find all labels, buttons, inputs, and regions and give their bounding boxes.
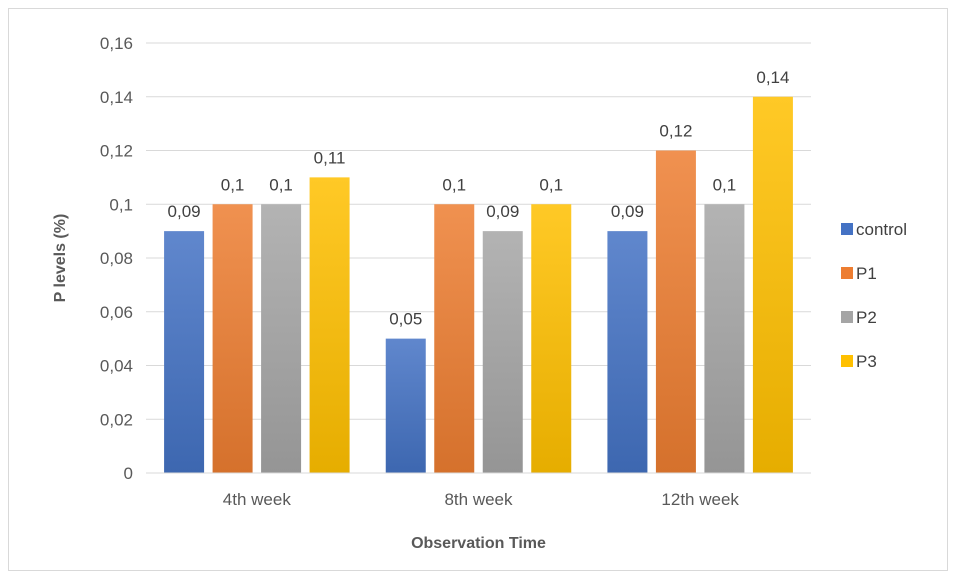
bar-p1 bbox=[655, 150, 696, 473]
data-label: 0,09 bbox=[611, 202, 644, 221]
legend-label: control bbox=[856, 220, 907, 239]
bar-control bbox=[385, 338, 426, 473]
data-label: 0,1 bbox=[442, 175, 466, 194]
bar-p3 bbox=[309, 177, 350, 473]
bar-control bbox=[164, 231, 205, 473]
y-tick-label: 0,06 bbox=[100, 303, 133, 322]
legend-swatch bbox=[841, 223, 853, 235]
bar-control bbox=[607, 231, 648, 473]
bar-p1 bbox=[434, 204, 475, 473]
legend-label: P1 bbox=[856, 264, 877, 283]
legend: control P1 P2 P3 bbox=[841, 220, 907, 371]
data-label: 0,11 bbox=[314, 148, 346, 167]
x-tick-label: 12th week bbox=[661, 490, 739, 509]
legend-item-p2: P2 bbox=[841, 308, 877, 327]
y-tick-label: 0,16 bbox=[100, 34, 133, 53]
legend-swatch bbox=[841, 355, 853, 367]
data-label: 0,1 bbox=[269, 175, 293, 194]
chart-frame: 0,09 0,1 0,1 0,11 0,05 0,1 0,09 0,1 0,09 0,12 0,1 0… bbox=[8, 8, 948, 571]
x-axis-ticks: 4th week 8th week 12th week bbox=[223, 490, 740, 509]
x-axis-title: Observation Time bbox=[411, 535, 546, 552]
legend-swatch bbox=[841, 267, 853, 279]
legend-item-p3: P3 bbox=[841, 352, 877, 371]
data-label: 0,09 bbox=[486, 202, 519, 221]
data-labels: 0,09 0,1 0,1 0,11 0,05 0,1 0,09 0,1 0,09 0,12 0,1 0… bbox=[168, 68, 790, 329]
gridlines bbox=[146, 42, 811, 420]
y-axis-title: P levels (%) bbox=[52, 214, 69, 303]
y-tick-label: 0,12 bbox=[100, 142, 133, 161]
legend-item-control: control bbox=[841, 220, 907, 239]
data-label: 0,09 bbox=[168, 202, 201, 221]
x-tick-label: 8th week bbox=[444, 490, 513, 509]
y-tick-label: 0,02 bbox=[100, 410, 133, 429]
y-tick-label: 0,1 bbox=[109, 195, 133, 214]
y-tick-label: 0,08 bbox=[100, 249, 133, 268]
data-label: 0,12 bbox=[659, 122, 692, 141]
x-tick-label: 4th week bbox=[223, 490, 292, 509]
legend-swatch bbox=[841, 311, 853, 323]
bar-p3 bbox=[531, 204, 572, 473]
y-tick-label: 0,04 bbox=[100, 357, 133, 376]
legend-label: P3 bbox=[856, 352, 877, 371]
data-label: 0,1 bbox=[221, 175, 245, 194]
y-axis-ticks: 0 0,02 0,04 0,06 0,08 0,1 0,12 0,14 0,16 bbox=[100, 34, 133, 483]
bars bbox=[164, 96, 793, 473]
y-tick-label: 0 bbox=[124, 464, 133, 483]
bar-chart: 0,090,1 0,10,110,050,10,090,10,090,120,10… bbox=[52, 34, 907, 552]
data-label: 0,05 bbox=[389, 310, 422, 329]
y-tick-label: 0,14 bbox=[100, 88, 133, 107]
legend-label: P2 bbox=[856, 308, 877, 327]
data-label: 0,1 bbox=[713, 175, 737, 194]
data-label: 0,1 bbox=[539, 175, 563, 194]
bar-p2 bbox=[482, 231, 523, 473]
bar-p2 bbox=[261, 204, 302, 473]
data-label: 0,14 bbox=[756, 68, 789, 87]
legend-item-p1: P1 bbox=[841, 264, 877, 283]
bar-p2 bbox=[704, 204, 745, 473]
bar-p3 bbox=[752, 96, 793, 473]
bar-p1 bbox=[212, 204, 253, 473]
